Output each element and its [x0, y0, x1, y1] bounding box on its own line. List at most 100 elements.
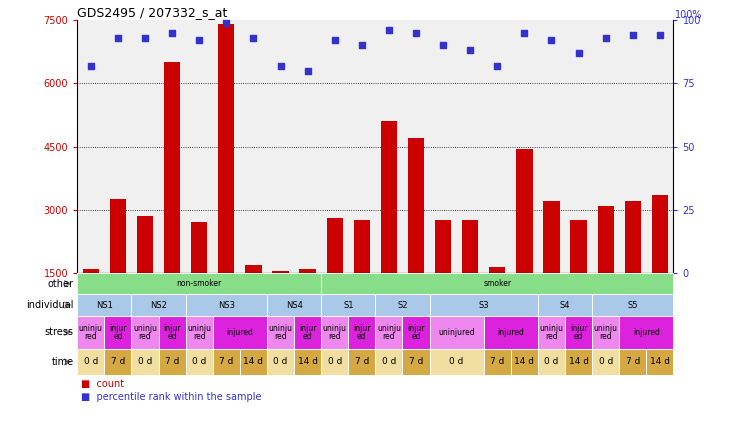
Bar	[625, 202, 641, 337]
Bar	[484, 349, 511, 375]
Bar	[375, 316, 403, 349]
Text: 0 d: 0 d	[545, 357, 559, 366]
Text: 14 d: 14 d	[650, 357, 670, 366]
Text: S2: S2	[397, 301, 408, 309]
Bar	[77, 349, 105, 375]
Text: injur
ed: injur ed	[353, 324, 370, 341]
Bar	[565, 349, 592, 375]
Point	[85, 62, 96, 69]
Bar	[570, 220, 587, 337]
Text: 7 d: 7 d	[626, 357, 640, 366]
Point	[221, 19, 233, 26]
Point	[356, 42, 368, 49]
Text: 0 d: 0 d	[84, 357, 98, 366]
Bar	[77, 273, 321, 294]
Text: GDS2495 / 207332_s_at: GDS2495 / 207332_s_at	[77, 6, 227, 19]
Text: non-smoker: non-smoker	[177, 279, 222, 288]
Bar	[592, 316, 619, 349]
Bar	[164, 62, 180, 337]
Text: 14 d: 14 d	[297, 357, 318, 366]
Bar	[105, 316, 132, 349]
Bar	[300, 269, 316, 337]
Bar	[462, 220, 478, 337]
Text: 7 d: 7 d	[110, 357, 125, 366]
Text: S4: S4	[560, 301, 570, 309]
Bar	[218, 24, 235, 337]
Text: injur
ed: injur ed	[109, 324, 127, 341]
Text: uninju
red: uninju red	[79, 324, 103, 341]
Bar	[77, 294, 132, 316]
Text: 7 d: 7 d	[219, 357, 233, 366]
Point	[275, 62, 286, 69]
Bar	[327, 218, 343, 337]
Bar	[321, 316, 348, 349]
Bar	[348, 316, 375, 349]
Bar	[538, 349, 565, 375]
Text: uninju
red: uninju red	[594, 324, 618, 341]
Point	[247, 34, 259, 41]
Point	[464, 47, 476, 54]
Text: injur
ed: injur ed	[299, 324, 316, 341]
Text: 0 d: 0 d	[138, 357, 152, 366]
Bar	[191, 222, 208, 337]
Text: injured: injured	[498, 328, 524, 337]
Text: 14 d: 14 d	[514, 357, 534, 366]
Bar	[489, 267, 506, 337]
Bar	[565, 316, 592, 349]
Bar	[375, 294, 430, 316]
Point	[654, 32, 666, 39]
Bar	[652, 195, 668, 337]
Bar	[538, 316, 565, 349]
Text: stress: stress	[45, 327, 74, 337]
Bar	[185, 349, 213, 375]
Bar	[158, 349, 185, 375]
Bar	[375, 349, 403, 375]
Bar	[435, 220, 451, 337]
Text: 100%: 100%	[675, 10, 702, 20]
Bar	[105, 349, 132, 375]
Bar	[132, 316, 158, 349]
Bar	[185, 316, 213, 349]
Bar	[213, 349, 240, 375]
Text: NS1: NS1	[96, 301, 113, 309]
Point	[383, 27, 394, 34]
Bar	[430, 294, 538, 316]
Text: smoker: smoker	[484, 279, 512, 288]
Text: uninjured: uninjured	[439, 328, 475, 337]
Point	[627, 32, 639, 39]
Bar	[321, 349, 348, 375]
Bar	[403, 349, 430, 375]
Bar	[240, 349, 267, 375]
Bar	[430, 316, 484, 349]
Text: NS3: NS3	[218, 301, 235, 309]
Point	[492, 62, 503, 69]
Bar	[137, 216, 153, 337]
Text: uninju
red: uninju red	[269, 324, 292, 341]
Point	[410, 29, 422, 36]
Bar	[403, 316, 430, 349]
Point	[139, 34, 151, 41]
Text: uninju
red: uninju red	[377, 324, 401, 341]
Text: injur
ed: injur ed	[570, 324, 587, 341]
Bar	[381, 121, 397, 337]
Bar	[110, 199, 126, 337]
Bar	[354, 220, 370, 337]
Text: ■  percentile rank within the sample: ■ percentile rank within the sample	[81, 392, 261, 402]
Bar	[245, 265, 261, 337]
Text: 7 d: 7 d	[165, 357, 180, 366]
Bar	[272, 271, 289, 337]
Text: 0 d: 0 d	[273, 357, 288, 366]
Bar	[132, 294, 185, 316]
Text: 0 d: 0 d	[328, 357, 342, 366]
Bar	[294, 316, 321, 349]
Bar	[511, 349, 538, 375]
Text: S1: S1	[343, 301, 353, 309]
Text: 0 d: 0 d	[192, 357, 206, 366]
Bar	[598, 206, 614, 337]
Text: NS2: NS2	[150, 301, 167, 309]
Text: uninju
red: uninju red	[322, 324, 347, 341]
Text: S5: S5	[628, 301, 638, 309]
Text: time: time	[52, 357, 74, 367]
Text: 7 d: 7 d	[408, 357, 423, 366]
Bar	[213, 316, 267, 349]
